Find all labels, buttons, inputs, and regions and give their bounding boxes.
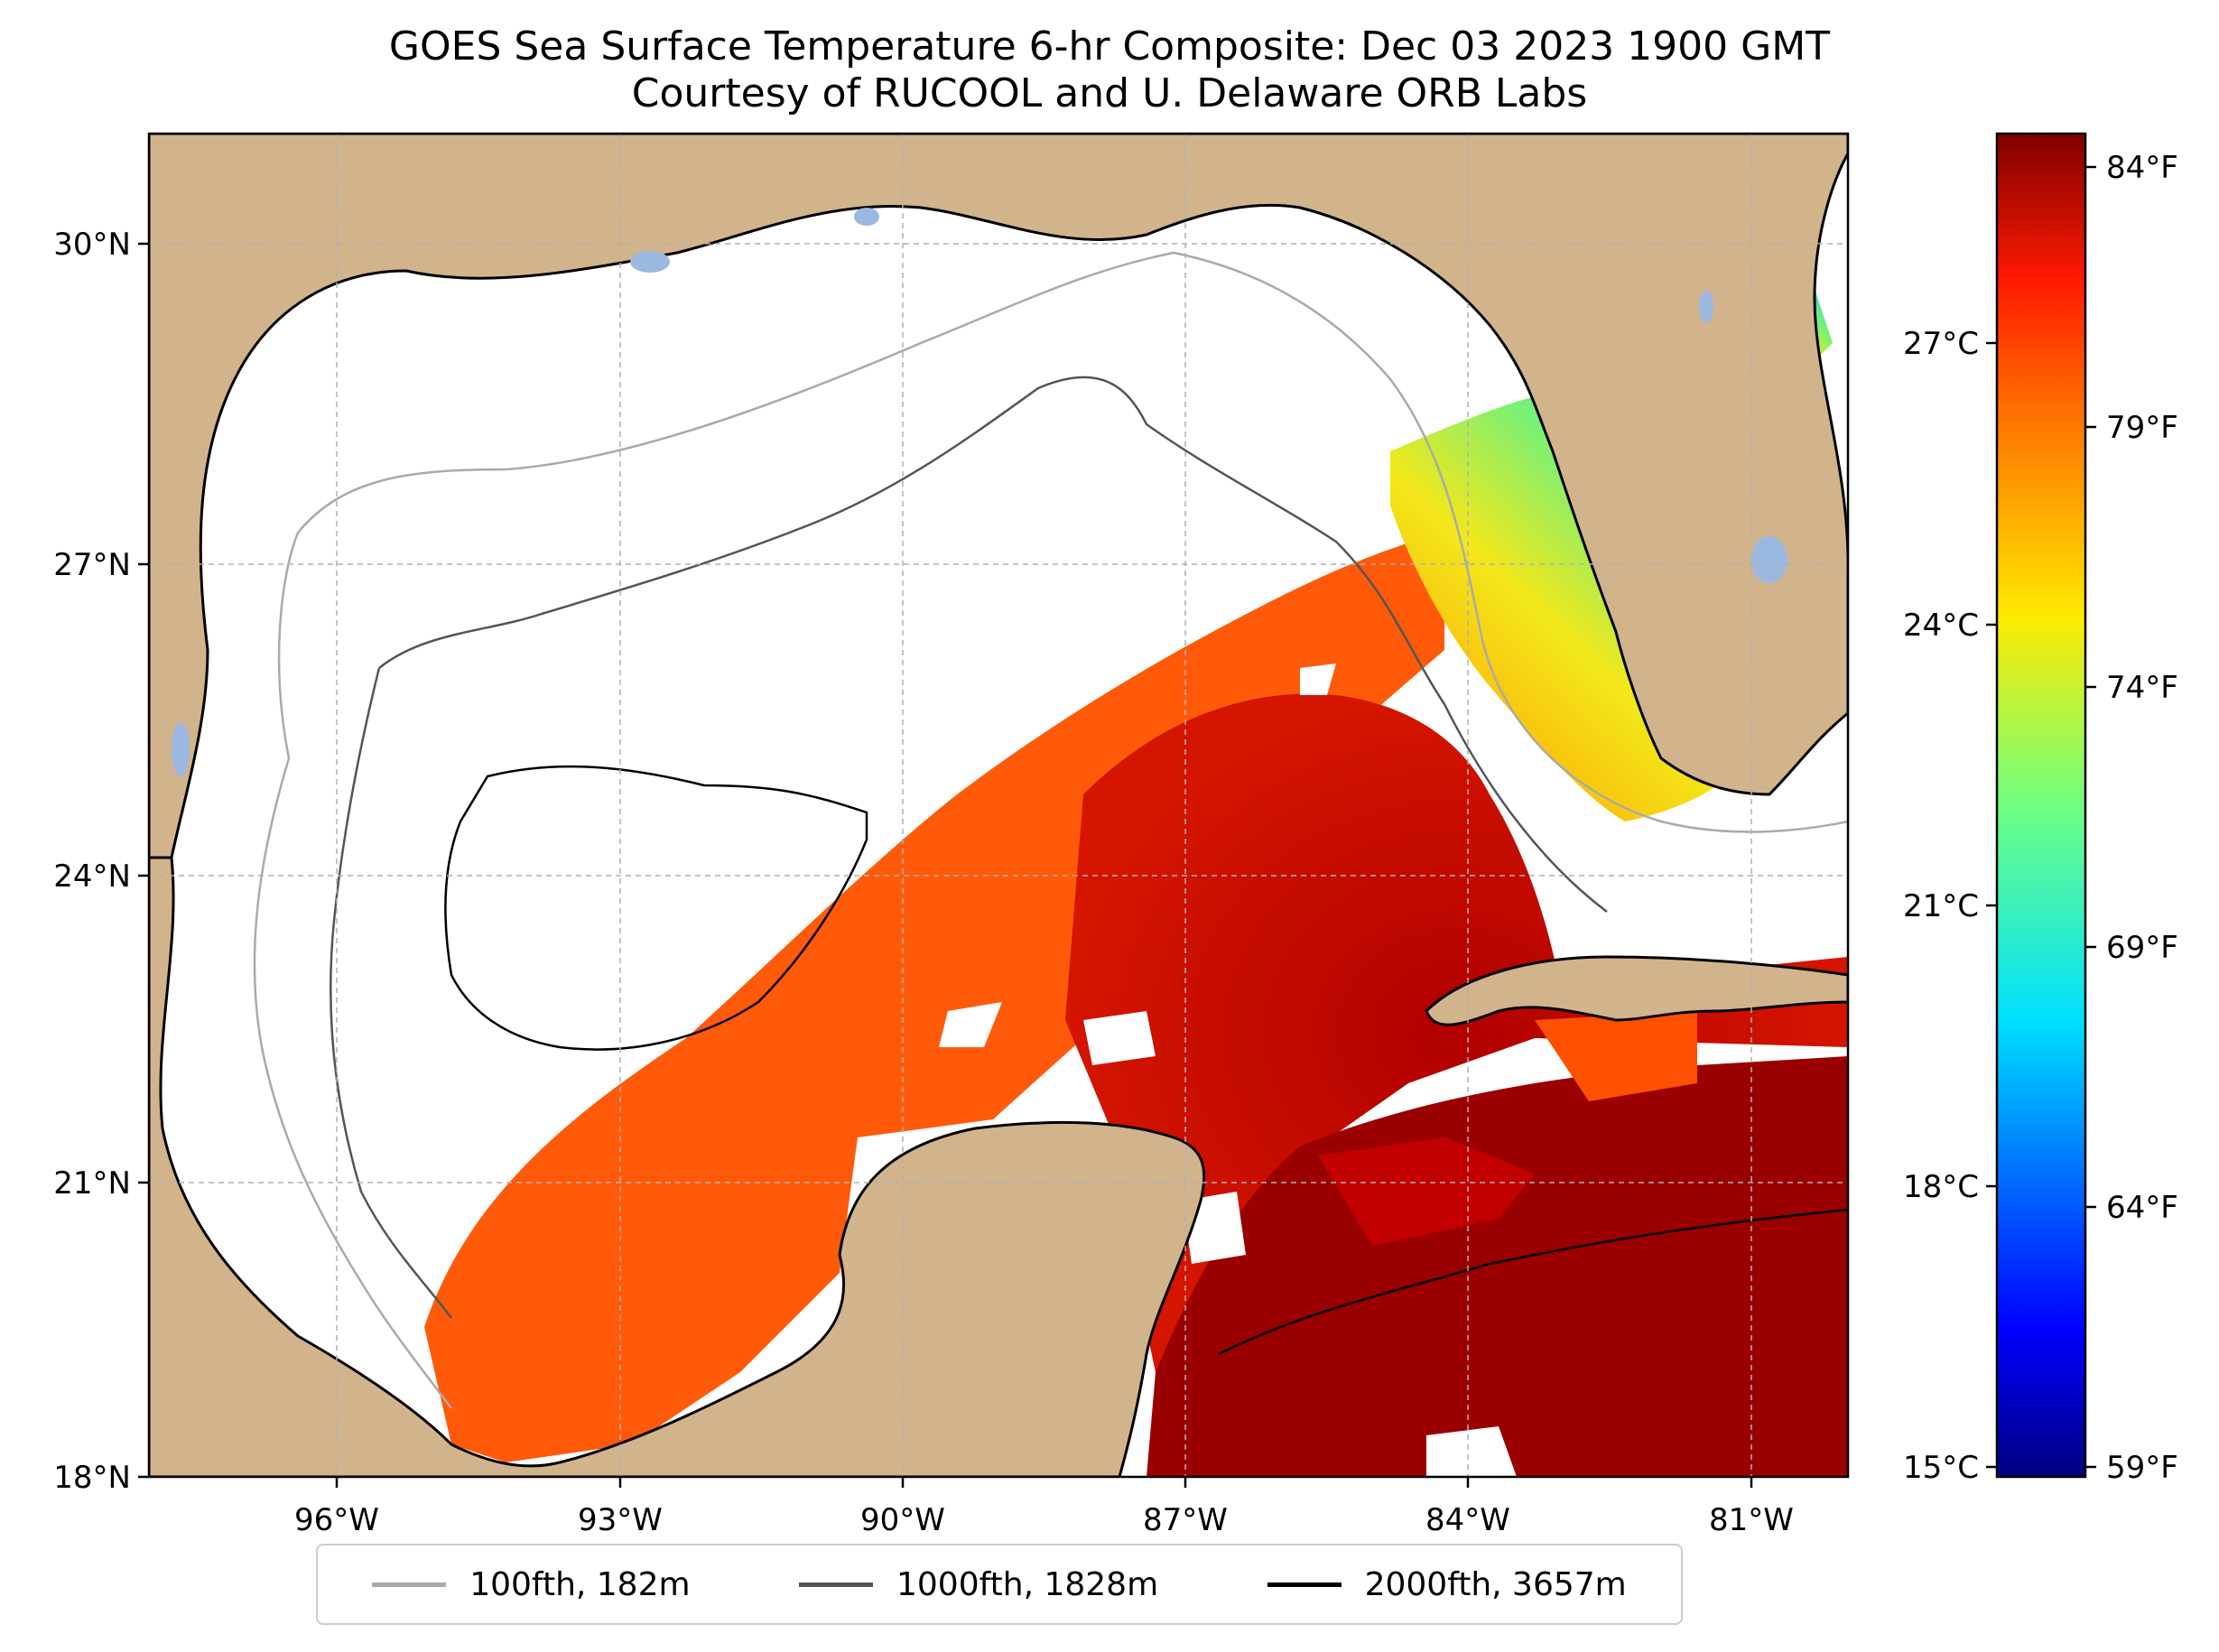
latitude-ticks <box>138 242 149 1479</box>
land-mexico <box>149 856 1206 1477</box>
gridlines <box>149 134 1848 1477</box>
colorbar-fahrenheit-label: 79°F <box>2106 410 2178 446</box>
colorbar-celsius-label: 15°C <box>1903 1450 1979 1486</box>
lake-okeechobee <box>1751 536 1787 583</box>
lake <box>172 722 190 776</box>
lon-label: 81°W <box>1709 1502 1794 1538</box>
legend-label: 2000fth, 3657m <box>1364 1565 1627 1603</box>
lat-label: 27°N <box>53 547 131 583</box>
colorbar-fahrenheit-label: 84°F <box>2106 150 2178 186</box>
lat-label: 21°N <box>53 1165 131 1202</box>
colorbar-fahrenheit-ticks <box>2085 165 2096 1469</box>
colorbar <box>1995 132 2087 1479</box>
sst-south-cuba <box>1535 1011 1697 1101</box>
legend: 100fth, 182m 1000fth, 1828m 2000fth, 365… <box>316 1544 1683 1625</box>
colorbar-fahrenheit-label: 59°F <box>2106 1450 2178 1486</box>
land-cuba <box>1425 955 1848 1026</box>
map-subtitle: Courtesy of RUCOOL and U. Delaware ORB L… <box>631 70 1588 116</box>
map-frame <box>147 132 1850 1479</box>
legend-item-1000fth: 1000fth, 1828m <box>798 1565 1159 1603</box>
legend-item-100fth: 100fth, 182m <box>372 1565 691 1603</box>
legend-swatch-black <box>1267 1582 1342 1587</box>
contour-100fth <box>253 251 1848 1409</box>
cloud-gap <box>1300 664 1336 695</box>
colorbar-celsius-ticks <box>1986 341 1997 1469</box>
legend-label: 1000fth, 1828m <box>896 1565 1159 1603</box>
colorbar-celsius-label: 27°C <box>1903 326 1979 362</box>
legend-swatch-light-gray <box>372 1582 447 1587</box>
longitude-ticks <box>335 1477 1753 1488</box>
cloud-gap <box>939 1002 1002 1047</box>
colorbar-celsius-label: 18°C <box>1903 1169 1979 1205</box>
colorbar-celsius-label: 21°C <box>1903 888 1979 924</box>
lake <box>1699 291 1713 323</box>
lon-label: 87°W <box>1143 1502 1228 1538</box>
lake <box>630 251 670 273</box>
lon-label: 90°W <box>860 1502 945 1538</box>
lon-label: 93°W <box>578 1502 663 1538</box>
colorbar-fahrenheit-label: 64°F <box>2106 1190 2178 1226</box>
lat-label: 24°N <box>53 858 131 895</box>
cloud-gap <box>1083 1011 1156 1065</box>
contour-2000fth <box>444 765 868 1051</box>
legend-item-2000fth: 2000fth, 3657m <box>1267 1566 1627 1603</box>
lon-label: 96°W <box>294 1502 379 1538</box>
land-us-gulf-coast <box>149 134 1848 859</box>
sst-cayman-region <box>1318 1137 1535 1246</box>
contour-1000fth <box>330 376 1608 1319</box>
contour-2000fth <box>1218 1208 1848 1356</box>
lake <box>854 208 879 226</box>
lat-label: 30°N <box>53 227 131 263</box>
map-title: GOES Sea Surface Temperature 6-hr Compos… <box>388 23 1831 70</box>
lat-label: 18°N <box>53 1460 131 1496</box>
colorbar-celsius-label: 24°C <box>1903 608 1979 644</box>
legend-swatch-dark-gray <box>798 1582 873 1587</box>
colorbar-fahrenheit-label: 74°F <box>2106 670 2178 706</box>
colorbar-fahrenheit-label: 69°F <box>2106 930 2178 966</box>
lon-label: 84°W <box>1425 1502 1510 1538</box>
legend-label: 100fth, 182m <box>469 1565 691 1603</box>
cloud-gap <box>1426 1426 1517 1477</box>
